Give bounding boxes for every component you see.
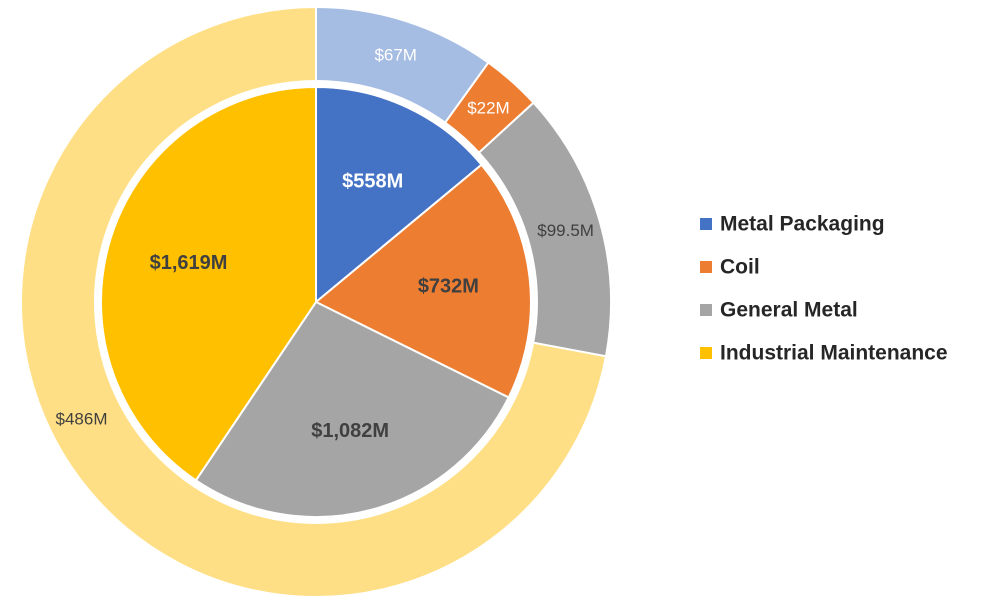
data-labels: $67M $22M $99.5M $486M $558M $732M $1,082M $1,6… bbox=[56, 45, 594, 441]
inner-label-general-metal: $1,082M bbox=[311, 420, 389, 442]
inner-slice-metal-packaging bbox=[315, 85, 483, 305]
inner-label-metal-packaging: $558M bbox=[342, 170, 403, 192]
legend-swatch-general-metal bbox=[700, 304, 712, 316]
inner-slice-coil bbox=[314, 163, 532, 399]
outer-label-coil: $22M bbox=[467, 98, 510, 117]
legend-label-metal-packaging: Metal Packaging bbox=[720, 213, 885, 236]
legend-swatch-coil bbox=[700, 261, 712, 273]
outer-label-metal-packaging: $67M bbox=[374, 45, 417, 64]
legend-label-coil: Coil bbox=[720, 256, 760, 279]
legend-swatch-industrial-maintenance bbox=[700, 347, 712, 359]
legend-label-industrial-maintenance: Industrial Maintenance bbox=[720, 342, 948, 365]
legend: Metal Packaging Coil General Metal Industri… bbox=[700, 213, 948, 365]
outer-label-industrial-maintenance: $486M bbox=[56, 409, 108, 428]
legend-swatch-metal-packaging bbox=[700, 218, 712, 230]
inner-slice-industrial-maintenance bbox=[100, 85, 317, 482]
legend-label-general-metal: General Metal bbox=[720, 299, 858, 322]
inner-label-industrial-maintenance: $1,619M bbox=[150, 252, 228, 274]
outer-label-general-metal: $99.5M bbox=[537, 221, 594, 240]
inner-slice-general-metal bbox=[194, 300, 510, 518]
inner-ring bbox=[100, 85, 532, 518]
inner-label-coil: $732M bbox=[418, 276, 479, 298]
